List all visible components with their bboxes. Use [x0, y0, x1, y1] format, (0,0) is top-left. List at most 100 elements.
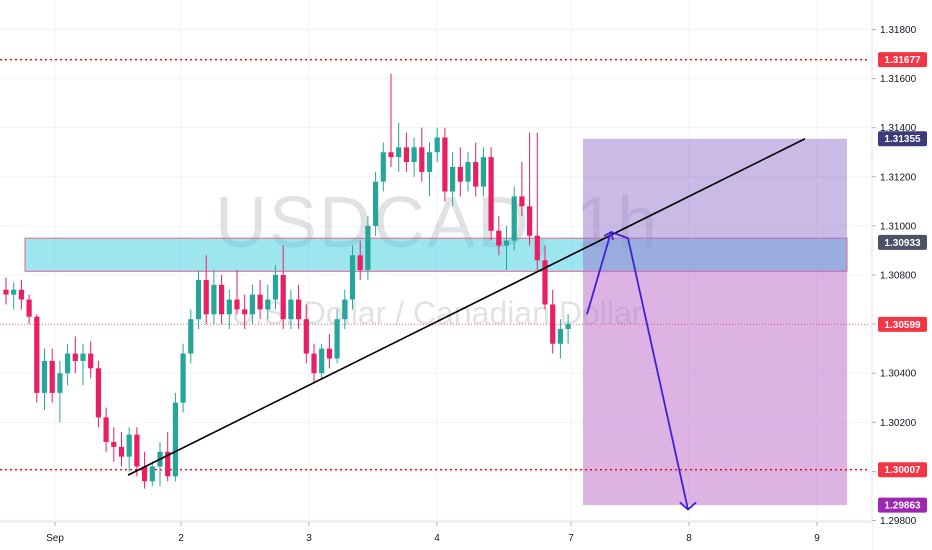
candle-body — [118, 446, 125, 457]
price-tag[interactable]: 1.29863 — [878, 497, 927, 513]
price-tick-label: 1.31000 — [880, 221, 917, 232]
candle — [41, 348, 48, 411]
candle — [65, 343, 71, 386]
price-tag[interactable]: 1.31355 — [878, 131, 927, 147]
candle — [365, 216, 371, 280]
candle — [249, 284, 255, 325]
stop-loss-box[interactable] — [583, 138, 847, 272]
candle — [388, 73, 394, 167]
candle — [242, 294, 248, 330]
candle — [188, 309, 194, 364]
candle — [511, 186, 517, 251]
candle-body — [519, 196, 525, 207]
candle — [18, 279, 24, 310]
candle-body — [165, 451, 171, 477]
price-tag-label: 1.31355 — [884, 134, 921, 145]
candle — [519, 162, 525, 217]
price-tick-label: 1.29800 — [880, 516, 917, 527]
candle — [219, 275, 225, 325]
candle-body — [334, 319, 340, 359]
candle — [95, 360, 101, 428]
candle-body — [319, 348, 325, 374]
candle-body — [311, 353, 317, 374]
price-tag-label: 1.31677 — [884, 55, 921, 66]
candle — [134, 427, 140, 477]
candle-body — [103, 417, 109, 442]
candle — [319, 343, 325, 379]
candle-body — [457, 166, 463, 182]
candle-body — [442, 137, 448, 192]
candle-body — [480, 157, 486, 187]
candle — [534, 132, 540, 271]
candle — [34, 314, 40, 403]
price-axis[interactable] — [872, 0, 932, 550]
arrow-head — [679, 501, 697, 511]
candle-body — [72, 353, 78, 361]
price-tag[interactable]: 1.31677 — [878, 52, 927, 68]
candle-body — [365, 225, 371, 271]
price-tick-label: 1.30800 — [880, 271, 917, 282]
candle — [157, 441, 163, 487]
candle — [211, 270, 217, 325]
candle-body — [465, 162, 471, 182]
candle-body — [388, 152, 394, 158]
candle-body — [534, 235, 540, 261]
candle-body — [257, 294, 263, 310]
candle — [527, 132, 533, 246]
candle — [142, 451, 148, 489]
candle — [565, 314, 571, 344]
price-tag-box — [878, 52, 927, 68]
candle-body — [426, 152, 433, 172]
time-tick-label: Sep — [46, 533, 64, 544]
price-tag[interactable]: 1.30933 — [878, 234, 927, 250]
price-tag[interactable]: 1.30007 — [878, 462, 927, 478]
candle — [195, 270, 202, 330]
time-axis[interactable] — [0, 522, 872, 550]
candle-body — [3, 289, 9, 295]
candle — [349, 245, 356, 310]
candle-body — [349, 255, 356, 300]
candle-body — [142, 466, 148, 482]
price-tag-box — [878, 234, 927, 250]
time-tick-label: 9 — [814, 533, 820, 544]
candle-body — [565, 324, 571, 330]
candle-body — [550, 304, 556, 344]
candle-body — [34, 316, 40, 393]
candle-body — [126, 434, 132, 457]
candle — [88, 341, 94, 379]
candle-body — [242, 309, 248, 315]
candle — [450, 152, 456, 207]
candle-body — [211, 284, 217, 315]
candle — [26, 294, 32, 325]
candle-body — [11, 289, 17, 295]
projection-path[interactable] — [586, 231, 689, 510]
candle-body — [172, 402, 178, 477]
arrow-head-peak — [603, 230, 614, 241]
candle-body — [496, 230, 502, 246]
candle — [342, 289, 348, 330]
price-tick-label: 1.31400 — [880, 123, 917, 134]
candle-body — [373, 181, 379, 226]
trendline[interactable] — [127, 138, 806, 476]
candle — [557, 319, 563, 359]
candle-body — [272, 275, 279, 300]
candle — [550, 289, 556, 354]
candle — [434, 127, 440, 163]
price-tag[interactable]: 1.30599 — [878, 316, 927, 332]
candle — [373, 171, 379, 236]
candle-body — [434, 137, 440, 153]
time-tick-label: 8 — [686, 533, 692, 544]
price-tag-box — [878, 131, 927, 147]
candle — [11, 282, 17, 310]
candle — [111, 427, 117, 462]
candle — [403, 132, 409, 172]
candle-body — [188, 319, 194, 354]
candle-body — [226, 299, 232, 315]
take-profit-box[interactable] — [583, 271, 847, 506]
candle — [49, 348, 55, 403]
candle-body — [503, 240, 510, 246]
candle — [226, 289, 232, 330]
drawings-layer — [127, 138, 806, 511]
